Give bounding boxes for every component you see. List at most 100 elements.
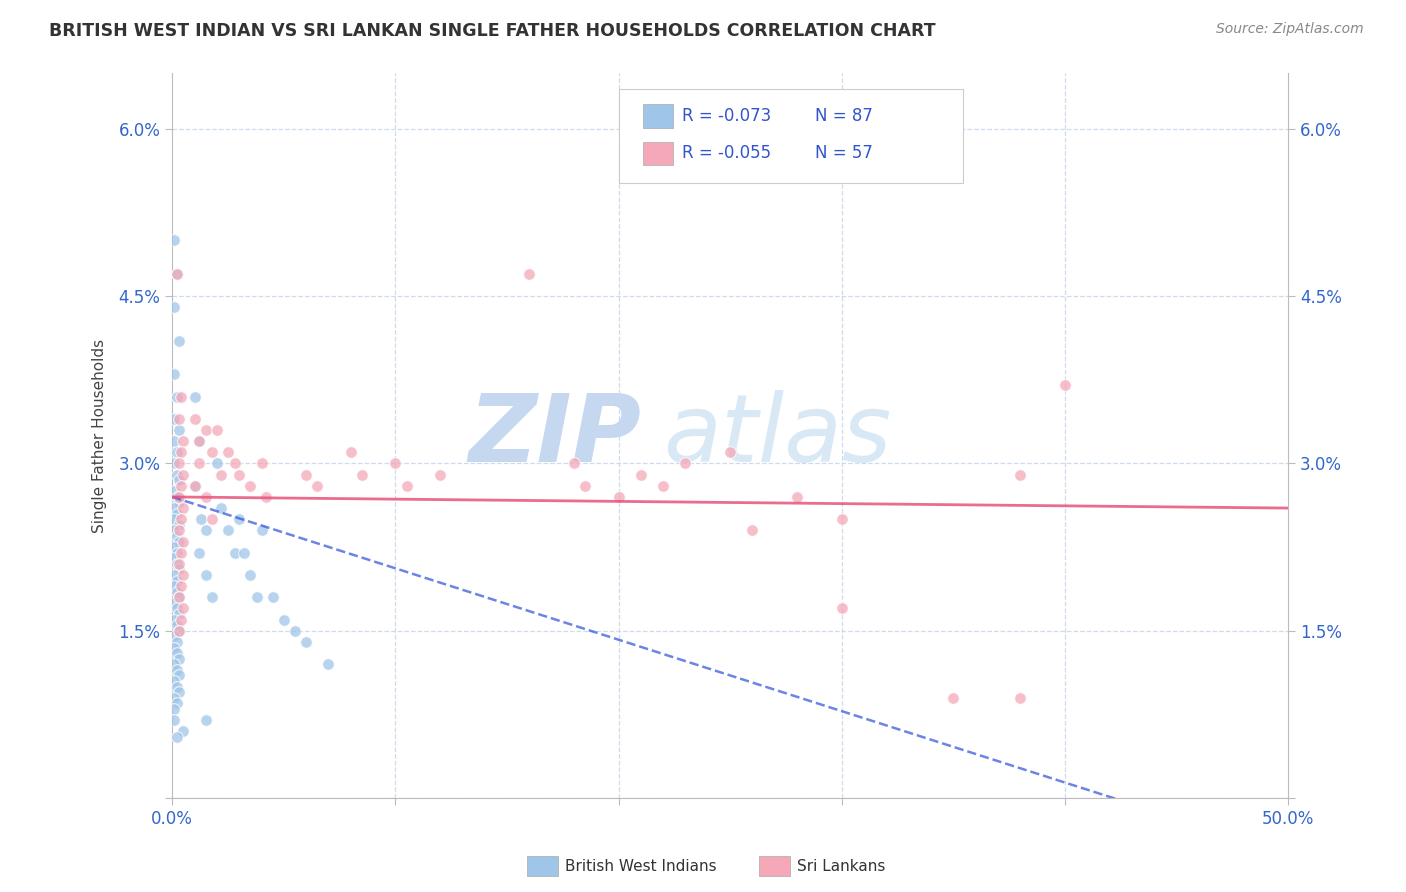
Point	[163, 484, 186, 499]
Point	[250, 457, 273, 471]
Point	[163, 613, 186, 627]
Point	[194, 713, 217, 727]
Point	[166, 646, 188, 660]
Point	[166, 529, 188, 543]
Point	[166, 680, 188, 694]
Point	[166, 546, 188, 560]
Point	[163, 657, 186, 672]
Point	[163, 640, 186, 655]
Point	[194, 423, 217, 437]
Text: R = -0.073: R = -0.073	[682, 107, 770, 125]
Point	[562, 457, 585, 471]
Point	[250, 524, 273, 538]
Point	[205, 457, 228, 471]
Point	[167, 557, 190, 571]
Point	[183, 479, 205, 493]
Point	[295, 467, 318, 482]
Point	[166, 267, 188, 281]
Point	[163, 540, 186, 554]
Point	[190, 512, 212, 526]
Point	[273, 613, 295, 627]
Point	[172, 568, 194, 582]
Point	[166, 618, 188, 632]
Point	[205, 423, 228, 437]
Point	[201, 445, 224, 459]
Point	[228, 467, 250, 482]
Point	[167, 591, 190, 605]
Point	[167, 534, 190, 549]
Point	[166, 445, 188, 459]
Point	[183, 412, 205, 426]
Point	[172, 467, 194, 482]
Point	[384, 457, 406, 471]
Point	[1053, 378, 1076, 392]
Point	[170, 579, 193, 593]
Point	[163, 512, 186, 526]
Point	[718, 445, 741, 459]
Point	[284, 624, 307, 638]
Point	[201, 591, 224, 605]
Text: R = -0.055: R = -0.055	[682, 145, 770, 162]
Point	[172, 601, 194, 615]
Point	[786, 490, 808, 504]
Point	[228, 512, 250, 526]
Point	[217, 445, 239, 459]
Point	[167, 624, 190, 638]
Point	[172, 534, 194, 549]
Point	[170, 546, 193, 560]
Point	[318, 657, 340, 672]
Point	[163, 551, 186, 566]
Point	[239, 568, 262, 582]
Point	[167, 517, 190, 532]
Point	[201, 512, 224, 526]
Point	[517, 267, 540, 281]
Point	[172, 501, 194, 516]
Point	[607, 490, 630, 504]
Point	[942, 690, 965, 705]
Point	[1010, 690, 1032, 705]
Point	[166, 584, 188, 599]
Point	[167, 457, 190, 471]
Point	[350, 467, 373, 482]
Point	[831, 512, 853, 526]
Point	[167, 651, 190, 665]
Point	[163, 501, 186, 516]
Text: ZIP: ZIP	[468, 390, 641, 482]
Point	[172, 724, 194, 739]
Point	[167, 334, 190, 348]
Point	[170, 479, 193, 493]
Point	[188, 434, 211, 449]
Point	[167, 524, 190, 538]
Point	[224, 546, 246, 560]
Point	[194, 524, 217, 538]
Point	[167, 490, 190, 504]
Point	[163, 629, 186, 643]
Point	[194, 568, 217, 582]
Point	[209, 501, 232, 516]
Point	[167, 607, 190, 621]
Point	[429, 467, 451, 482]
Point	[166, 507, 188, 521]
Point	[166, 601, 188, 615]
Text: Source: ZipAtlas.com: Source: ZipAtlas.com	[1216, 22, 1364, 37]
Point	[163, 596, 186, 610]
Point	[163, 702, 186, 716]
Point	[167, 668, 190, 682]
Point	[217, 524, 239, 538]
Point	[163, 673, 186, 688]
Point	[183, 390, 205, 404]
Point	[188, 434, 211, 449]
Point	[163, 412, 186, 426]
Point	[166, 663, 188, 677]
Point	[209, 467, 232, 482]
Point	[675, 457, 697, 471]
Point	[170, 445, 193, 459]
Text: BRITISH WEST INDIAN VS SRI LANKAN SINGLE FATHER HOUSEHOLDS CORRELATION CHART: BRITISH WEST INDIAN VS SRI LANKAN SINGLE…	[49, 22, 936, 40]
Point	[167, 495, 190, 509]
Point	[630, 467, 652, 482]
Point	[167, 624, 190, 638]
Point	[163, 579, 186, 593]
Point	[166, 574, 188, 588]
Point	[652, 479, 675, 493]
Point	[1010, 467, 1032, 482]
